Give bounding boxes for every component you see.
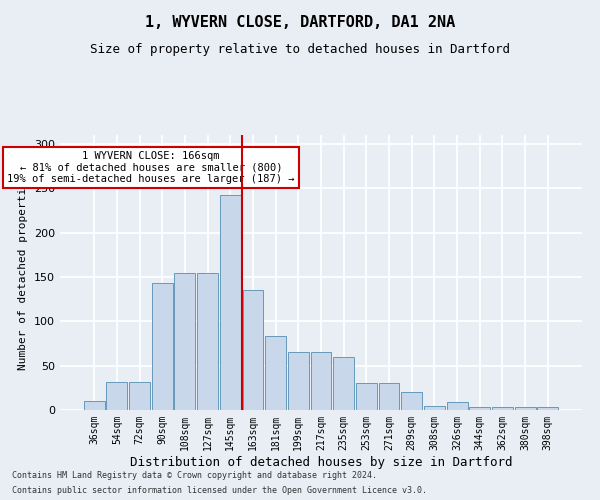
Bar <box>197 272 218 410</box>
Y-axis label: Number of detached properties: Number of detached properties <box>19 174 28 370</box>
Bar <box>220 196 241 410</box>
Bar <box>288 352 309 410</box>
Text: 1, WYVERN CLOSE, DARTFORD, DA1 2NA: 1, WYVERN CLOSE, DARTFORD, DA1 2NA <box>145 15 455 30</box>
Text: Contains HM Land Registry data © Crown copyright and database right 2024.: Contains HM Land Registry data © Crown c… <box>12 471 377 480</box>
Bar <box>311 352 331 410</box>
Bar <box>333 357 354 410</box>
Text: Size of property relative to detached houses in Dartford: Size of property relative to detached ho… <box>90 42 510 56</box>
Bar <box>492 408 513 410</box>
Bar <box>379 384 400 410</box>
Bar <box>469 408 490 410</box>
Bar <box>538 408 558 410</box>
Bar <box>356 384 377 410</box>
Bar <box>242 290 263 410</box>
Bar <box>84 401 104 410</box>
Bar <box>129 382 150 410</box>
Text: 1 WYVERN CLOSE: 166sqm
← 81% of detached houses are smaller (800)
19% of semi-de: 1 WYVERN CLOSE: 166sqm ← 81% of detached… <box>7 151 295 184</box>
Bar <box>265 336 286 410</box>
X-axis label: Distribution of detached houses by size in Dartford: Distribution of detached houses by size … <box>130 456 512 468</box>
Bar <box>515 408 536 410</box>
Text: Contains public sector information licensed under the Open Government Licence v3: Contains public sector information licen… <box>12 486 427 495</box>
Bar <box>152 283 173 410</box>
Bar <box>446 402 467 410</box>
Bar <box>106 382 127 410</box>
Bar <box>424 406 445 410</box>
Bar <box>401 392 422 410</box>
Bar <box>175 272 196 410</box>
